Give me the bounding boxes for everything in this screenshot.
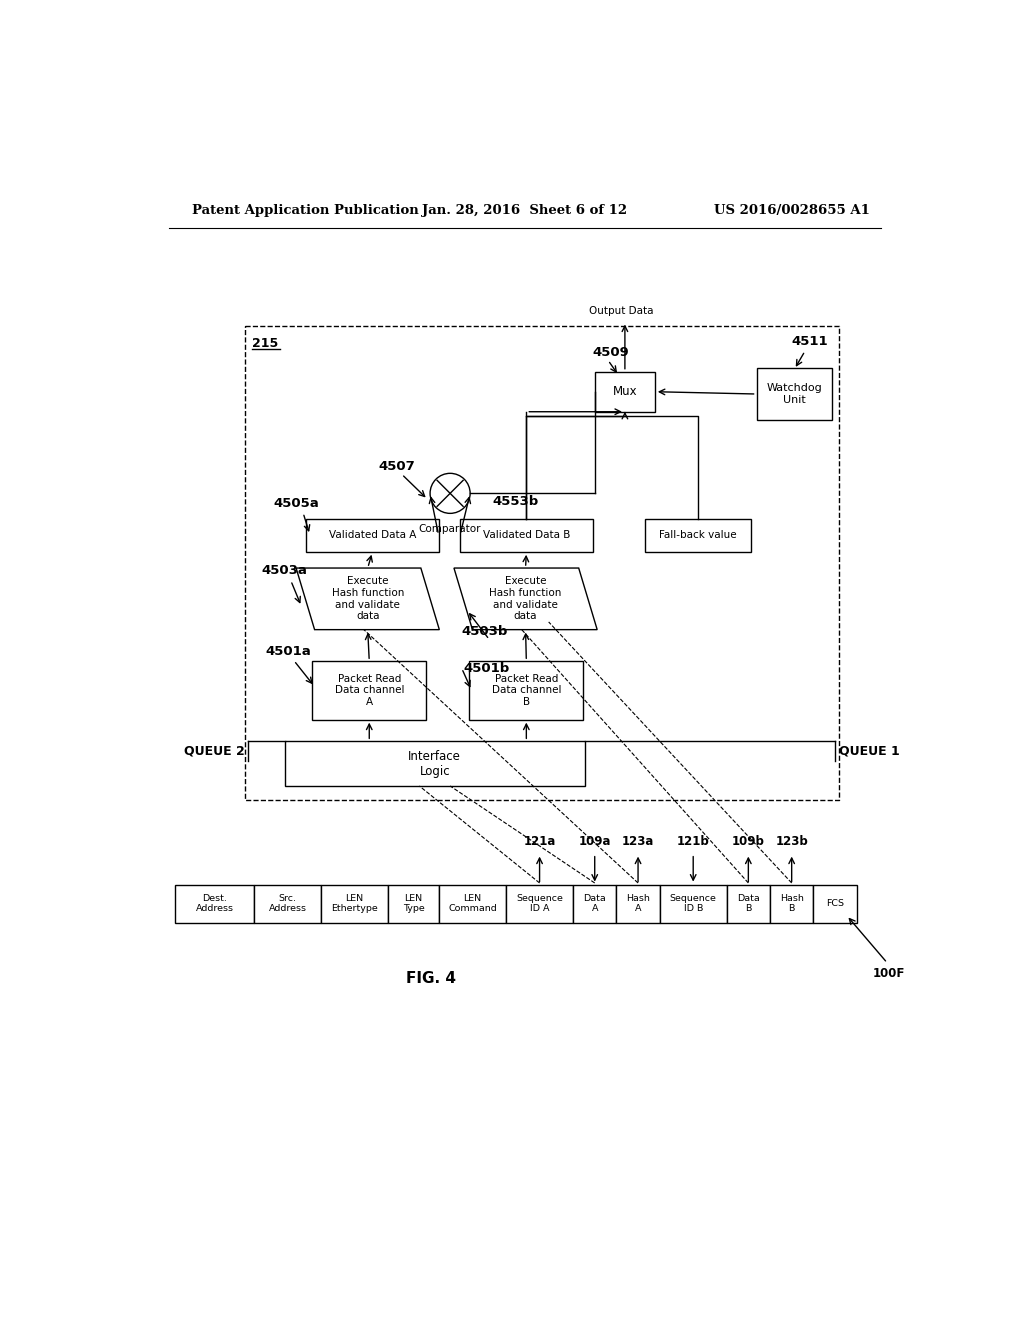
Polygon shape	[296, 568, 439, 630]
Text: Src.
Address: Src. Address	[268, 894, 306, 913]
Bar	[616, 884, 659, 923]
Text: LEN
Ethertype: LEN Ethertype	[331, 894, 378, 913]
Circle shape	[430, 474, 470, 513]
Bar	[813, 884, 857, 923]
Text: Sequence
ID B: Sequence ID B	[670, 894, 717, 913]
Bar	[175, 884, 254, 923]
Text: QUEUE 2: QUEUE 2	[183, 744, 245, 758]
Text: Packet Read
Data channel
B: Packet Read Data channel B	[492, 675, 561, 708]
Text: Output Data: Output Data	[589, 306, 653, 317]
Text: Sequence
ID A: Sequence ID A	[516, 894, 563, 913]
Bar	[770, 884, 813, 923]
Text: US 2016/0028655 A1: US 2016/0028655 A1	[714, 205, 869, 218]
Bar	[285, 742, 585, 785]
Text: 4503b: 4503b	[462, 626, 508, 639]
Text: Dest.
Address: Dest. Address	[196, 894, 233, 913]
Bar	[659, 884, 727, 923]
Text: Packet Read
Data channel
A: Packet Read Data channel A	[335, 675, 404, 708]
Polygon shape	[454, 568, 597, 630]
Text: FCS: FCS	[826, 899, 844, 908]
Text: Patent Application Publication: Patent Application Publication	[193, 205, 419, 218]
Text: Comparator: Comparator	[419, 524, 481, 535]
Bar	[254, 884, 321, 923]
Text: Data
B: Data B	[737, 894, 760, 913]
Text: 4511: 4511	[792, 335, 827, 348]
Text: Hash
B: Hash B	[779, 894, 804, 913]
Text: LEN
Command: LEN Command	[449, 894, 497, 913]
Text: Fall-back value: Fall-back value	[659, 531, 737, 540]
Text: 4503a: 4503a	[261, 564, 307, 577]
Text: 109b: 109b	[732, 834, 765, 847]
Bar	[506, 884, 573, 923]
Text: Validated Data A: Validated Data A	[329, 531, 416, 540]
Bar	[727, 884, 770, 923]
Text: Execute
Hash function
and validate
data: Execute Hash function and validate data	[332, 577, 403, 622]
Bar	[321, 884, 388, 923]
Text: Jan. 28, 2016  Sheet 6 of 12: Jan. 28, 2016 Sheet 6 of 12	[422, 205, 628, 218]
Bar	[439, 884, 506, 923]
Text: 215: 215	[252, 337, 279, 350]
Text: 4501a: 4501a	[265, 644, 311, 657]
Bar	[469, 661, 584, 719]
Text: 4505a: 4505a	[273, 496, 319, 510]
Text: FIG. 4: FIG. 4	[406, 972, 456, 986]
Bar	[595, 372, 655, 412]
Bar	[460, 519, 593, 552]
Bar	[306, 519, 438, 552]
Text: 100F: 100F	[872, 966, 905, 979]
Text: 109a: 109a	[579, 834, 611, 847]
Text: 4501b: 4501b	[463, 661, 510, 675]
Text: Hash
A: Hash A	[626, 894, 650, 913]
Text: 121a: 121a	[523, 834, 556, 847]
Text: 4507: 4507	[379, 459, 416, 473]
Text: 123b: 123b	[775, 834, 808, 847]
Text: Mux: Mux	[612, 385, 637, 399]
Bar	[645, 519, 752, 552]
Text: 123a: 123a	[622, 834, 654, 847]
Bar	[388, 884, 439, 923]
Text: 4509: 4509	[593, 346, 630, 359]
Text: 121b: 121b	[677, 834, 710, 847]
Text: 4553b: 4553b	[493, 495, 539, 508]
Text: QUEUE 1: QUEUE 1	[839, 744, 900, 758]
Text: Validated Data B: Validated Data B	[482, 531, 570, 540]
Text: Data
A: Data A	[584, 894, 606, 913]
Bar	[573, 884, 616, 923]
Text: LEN
Type: LEN Type	[402, 894, 424, 913]
Bar	[757, 368, 833, 420]
Text: Execute
Hash function
and validate
data: Execute Hash function and validate data	[489, 577, 562, 622]
Text: Watchdog
Unit: Watchdog Unit	[766, 383, 822, 405]
Bar	[312, 661, 426, 719]
Text: Interface
Logic: Interface Logic	[409, 750, 461, 777]
